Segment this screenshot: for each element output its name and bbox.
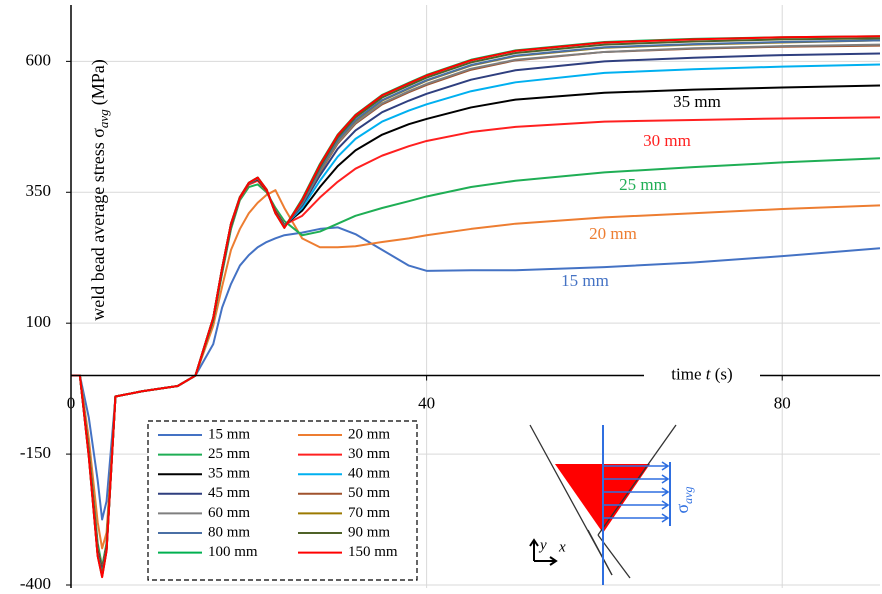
- curve-label: 30 mm: [643, 131, 691, 150]
- x-tick-label: 40: [418, 393, 435, 412]
- y-title: weld bead average stress σ: [88, 128, 108, 321]
- legend-label: 30 mm: [348, 446, 390, 462]
- curve-label: 25 mm: [619, 175, 667, 194]
- y-tick-label: 350: [26, 181, 52, 200]
- y-tick-label: 100: [26, 312, 52, 331]
- x-arrow: [534, 557, 556, 565]
- stress-symbol: σ: [672, 504, 692, 514]
- y-axis-title: weld bead average stress σavg (MPa): [88, 59, 111, 320]
- legend-label: 90 mm: [348, 524, 390, 540]
- stress-label: σavg: [672, 486, 695, 513]
- x-axis-title: time t (s): [644, 364, 760, 386]
- legend-label: 50 mm: [348, 485, 390, 501]
- curve-label: 15 mm: [561, 271, 609, 290]
- legend-label: 100 mm: [208, 544, 258, 560]
- legend-label: 35 mm: [208, 466, 250, 482]
- y-unit: (MPa): [88, 59, 109, 105]
- x-unit: (s): [715, 364, 733, 383]
- x-tick-label: 0: [67, 393, 76, 412]
- legend-label: 45 mm: [208, 485, 250, 501]
- stress-subscript: avg: [681, 486, 695, 503]
- x-tick-label: 80: [774, 393, 791, 412]
- y-tick-label: -150: [20, 443, 51, 462]
- legend: 15 mm 20 mm 25 mm 30 mm 35 mm 40 mm 45 mm 50 mm…: [148, 421, 417, 580]
- chart: -400 -150 100 350 600 0 40 80 time t (s) weld b…: [0, 0, 882, 594]
- legend-label: 15 mm: [208, 426, 250, 442]
- inset-x-label: x: [558, 539, 566, 555]
- legend-label: 70 mm: [348, 505, 390, 521]
- inset-diagram: σavg y x: [530, 425, 695, 585]
- y-tick-label: 600: [26, 50, 52, 69]
- x-axis-title-text: time t (s): [671, 364, 732, 383]
- legend-label: 25 mm: [208, 446, 250, 462]
- legend-label: 20 mm: [348, 426, 390, 442]
- y-arrow: [530, 540, 538, 561]
- y-tick-label: -400: [20, 574, 51, 593]
- legend-label: 150 mm: [348, 544, 398, 560]
- legend-label: 80 mm: [208, 524, 250, 540]
- y-subscript: avg: [96, 109, 111, 128]
- x-title: time: [671, 364, 701, 383]
- x-variable: t: [706, 364, 712, 383]
- legend-label: 40 mm: [348, 466, 390, 482]
- curve-label: 35 mm: [673, 92, 721, 111]
- legend-label: 60 mm: [208, 505, 250, 521]
- curve-label: 20 mm: [589, 224, 637, 243]
- inset-y-label: y: [538, 537, 547, 553]
